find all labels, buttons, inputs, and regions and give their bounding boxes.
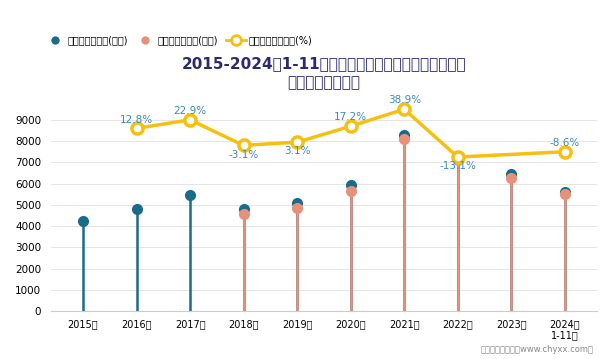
Title: 2015-2024年1-11月计算机、通信和其他电子设备制造
业企业利润统计图: 2015-2024年1-11月计算机、通信和其他电子设备制造 业企业利润统计图 <box>182 56 466 90</box>
Text: -3.1%: -3.1% <box>228 150 259 160</box>
Text: 38.9%: 38.9% <box>387 95 421 106</box>
Text: 制图：智研咨询（www.chyxx.com）: 制图：智研咨询（www.chyxx.com） <box>480 345 594 354</box>
Text: 17.2%: 17.2% <box>334 112 367 122</box>
Text: 22.9%: 22.9% <box>173 106 207 116</box>
Text: 12.8%: 12.8% <box>120 115 153 125</box>
Text: 3.1%: 3.1% <box>284 146 310 157</box>
Text: -8.6%: -8.6% <box>550 138 580 148</box>
Legend: 利润总额累计值(亿元), 营业利润累计值(亿元), 利润总额累计增长(%): 利润总额累计值(亿元), 营业利润累计值(亿元), 利润总额累计增长(%) <box>45 36 312 46</box>
Text: -13.1%: -13.1% <box>439 161 476 171</box>
